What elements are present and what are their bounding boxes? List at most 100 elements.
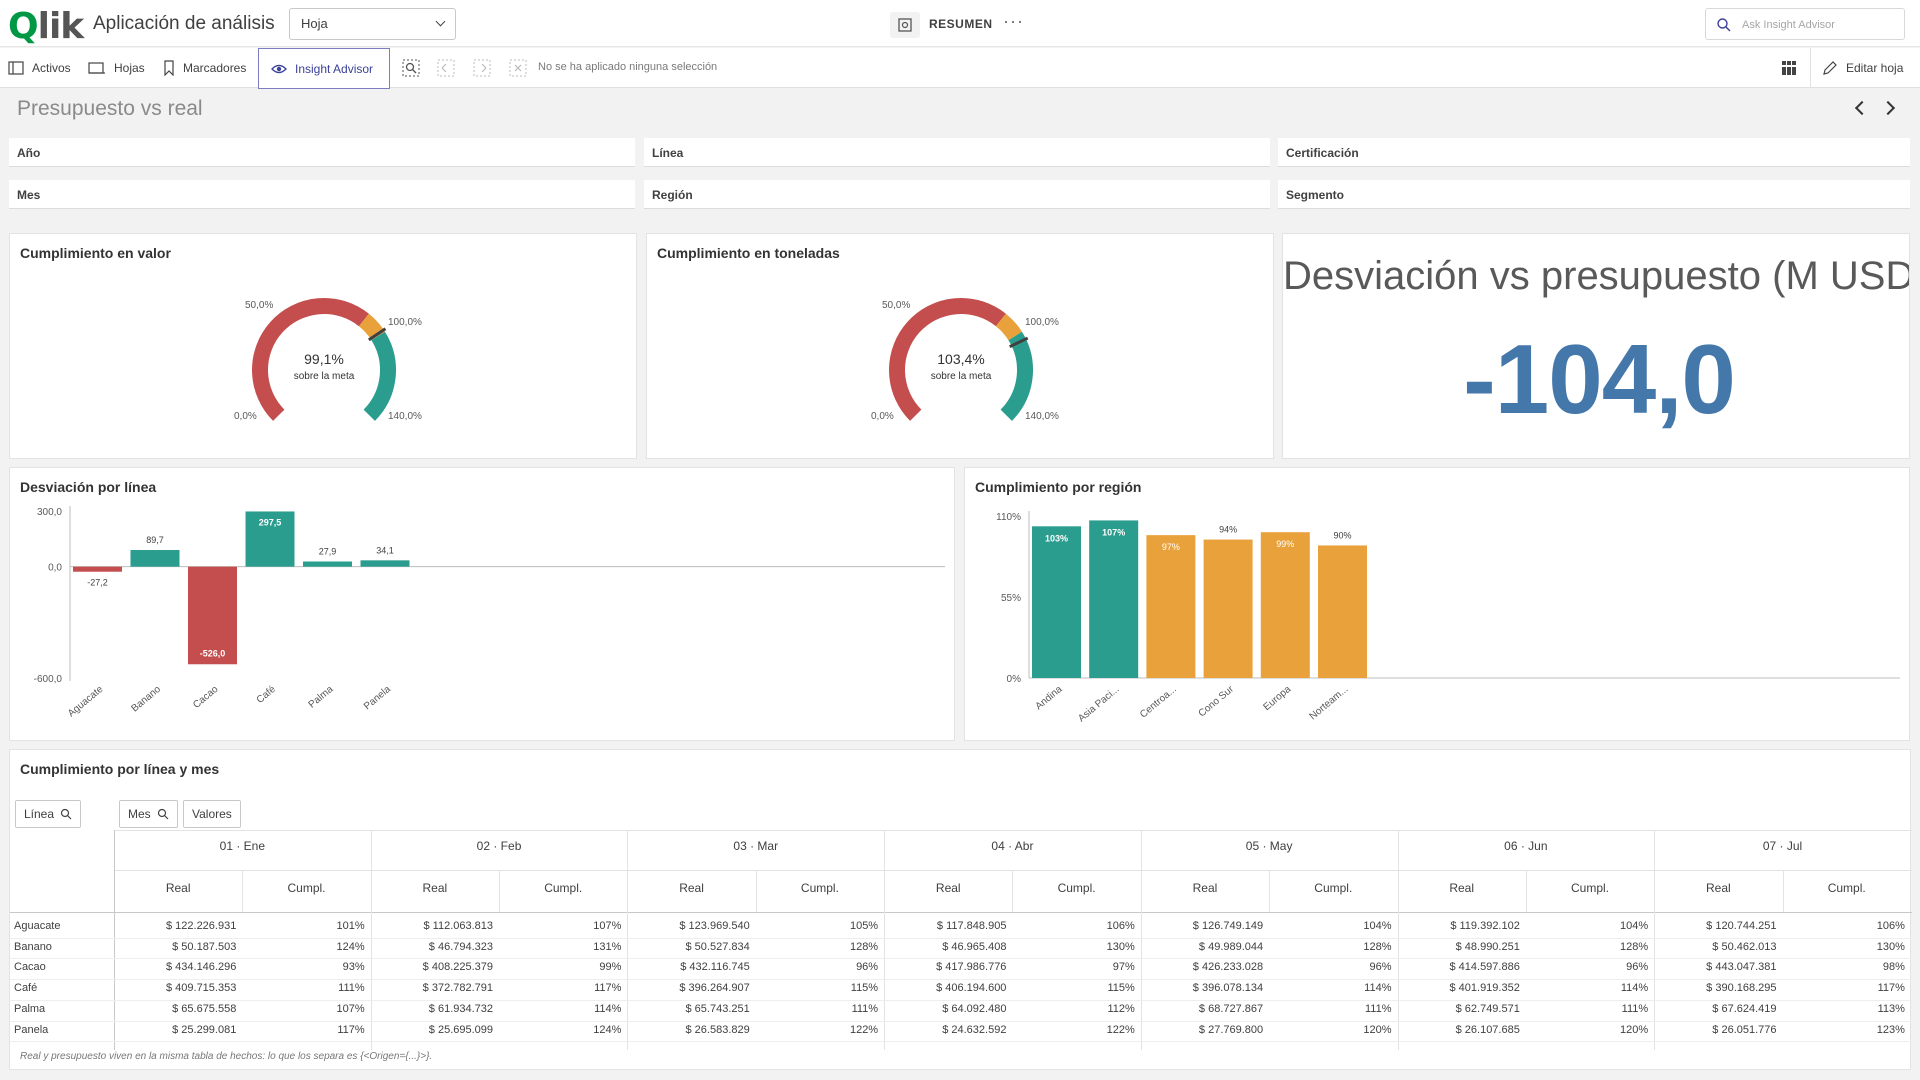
chart-card-region[interactable]: Cumplimiento por región 110% 55% 0% 103% And… xyxy=(964,467,1910,741)
bar-panela xyxy=(360,560,410,567)
x-tick-label: Aguacate xyxy=(66,684,106,720)
chevron-down-icon xyxy=(435,16,446,27)
bar-café xyxy=(245,511,295,567)
cell-real: $ 46.965.408 xyxy=(942,940,1007,953)
valores-button[interactable]: Valores xyxy=(183,800,241,828)
x-tick-label: Cono Sur xyxy=(1197,683,1237,719)
cell-real: $ 50.462.013 xyxy=(1712,940,1777,953)
gauge-value: 99,1% xyxy=(304,351,344,367)
previous-sheet-icon[interactable] xyxy=(1854,100,1870,116)
month-divider xyxy=(370,830,372,1050)
more-options-icon[interactable]: ··· xyxy=(1003,11,1024,31)
top-bar: Qlik Aplicación de análisis Hoja RESUMEN… xyxy=(0,0,1920,47)
subcol-divider xyxy=(499,870,501,912)
row-divider xyxy=(10,999,1912,1001)
filter-segmento[interactable]: Segmento xyxy=(1278,180,1910,209)
gauge-svg xyxy=(889,298,1033,421)
row-label: Panela xyxy=(14,1023,49,1036)
cell-cumpl: 111% xyxy=(338,982,365,995)
region-bar-chart: 110% 55% 0% 103% Andina 107% Asia Paci... 97% Ce… xyxy=(996,511,1900,724)
cell-real: $ 50.187.503 xyxy=(172,940,237,953)
hojas-button[interactable]: Hojas xyxy=(88,48,145,87)
cell-real: $ 401.919.352 xyxy=(1449,982,1520,995)
table-title: Cumplimiento por línea y mes xyxy=(20,761,220,777)
kpi-card[interactable]: Desviación vs presupuesto (M USD) -104,0 xyxy=(1282,233,1910,459)
smart-search-icon[interactable] xyxy=(402,59,420,77)
data-label: 99% xyxy=(1276,539,1294,549)
cell-cumpl: 96% xyxy=(1626,961,1649,974)
column-header-real: Real xyxy=(679,881,704,895)
cell-real: $ 48.990.251 xyxy=(1455,940,1520,953)
qlik-logo[interactable]: Qlik xyxy=(8,6,84,47)
column-header-cumpl: Cumpl. xyxy=(287,881,326,895)
filter-region[interactable]: Región xyxy=(644,180,1270,209)
gauge-label-max: 140,0% xyxy=(388,411,422,422)
x-tick-label: Banano xyxy=(129,684,163,715)
edit-sheet-button[interactable]: Editar hoja xyxy=(1822,60,1903,76)
cell-cumpl: 114% xyxy=(594,1002,622,1015)
cell-real: $ 123.969.540 xyxy=(679,920,750,932)
filter-ano[interactable]: Año xyxy=(9,138,635,167)
bar-region xyxy=(1260,532,1310,678)
selection-status: No se ha aplicado ninguna selección xyxy=(538,61,718,73)
insight-advisor-button[interactable]: Insight Advisor xyxy=(258,48,390,89)
gauge-card-toneladas[interactable]: Cumplimiento en toneladas 103,4% sobre l… xyxy=(646,233,1274,459)
gauge-segment-red xyxy=(252,298,369,421)
cell-cumpl: 124% xyxy=(593,1023,622,1036)
sheet-dropdown[interactable]: Hoja xyxy=(289,8,456,40)
cell-real: $ 390.168.295 xyxy=(1706,982,1777,995)
cell-cumpl: 106% xyxy=(1106,920,1135,932)
subcol-divider xyxy=(1525,870,1527,912)
data-label: -526,0 xyxy=(200,648,226,658)
filter-certificacion[interactable]: Certificación xyxy=(1278,138,1910,167)
dimension-linea-button[interactable]: Línea xyxy=(15,800,82,828)
bar-region xyxy=(1032,526,1081,678)
row-label: Aguacate xyxy=(14,920,61,932)
y-tick-label: 55% xyxy=(1001,593,1021,604)
next-sheet-icon[interactable] xyxy=(1880,100,1896,116)
cell-cumpl: 101% xyxy=(336,920,365,932)
cell-cumpl: 128% xyxy=(1620,940,1649,953)
chart-card-desviacion[interactable]: Desviación por línea 300,0 0,0 -600,0 -27,2… xyxy=(9,467,955,741)
cell-real: $ 408.225.379 xyxy=(422,961,494,974)
gauge-label-min: 0,0% xyxy=(234,411,257,422)
cell-cumpl: 128% xyxy=(1363,940,1392,953)
dimension-mes-button[interactable]: Mes xyxy=(119,800,178,828)
gauge-svg xyxy=(252,298,396,421)
column-header-real: Real xyxy=(1192,881,1218,895)
search-icon xyxy=(60,808,72,820)
month-divider xyxy=(1654,830,1656,1050)
activos-button[interactable]: Activos xyxy=(8,48,71,87)
data-label: 103% xyxy=(1045,533,1068,543)
gauge-label-50: 50,0% xyxy=(882,300,911,311)
pivot-table-card[interactable]: Cumplimiento por línea y mes Línea Mes V… xyxy=(9,749,1912,1070)
filter-linea[interactable]: Línea xyxy=(644,138,1270,167)
summary-icon[interactable] xyxy=(890,12,920,38)
ask-insight-advisor-input[interactable]: Ask Insight Advisor xyxy=(1705,8,1905,40)
grid-view-icon[interactable] xyxy=(1781,60,1797,76)
cell-real: $ 396.078.134 xyxy=(1192,982,1264,995)
step-back-icon[interactable] xyxy=(437,59,455,77)
subcol-divider xyxy=(1782,870,1784,912)
gauge-card-valor[interactable]: Cumplimiento en valor 99,1% sobre la met… xyxy=(9,233,637,459)
dimension-mes-label: Mes xyxy=(128,807,151,821)
deviation-bar-chart: 300,0 0,0 -600,0 -27,2 Aguacate 89,7 Banano -52… xyxy=(34,506,945,720)
gauge-label-max: 140,0% xyxy=(1025,411,1059,422)
y-tick-label: 0,0 xyxy=(48,563,62,574)
gauge-value: 103,4% xyxy=(937,351,985,367)
cell-cumpl: 120% xyxy=(1620,1023,1649,1036)
summary-label[interactable]: RESUMEN xyxy=(929,17,993,31)
cell-real: $ 122.226.931 xyxy=(165,920,237,932)
gauge-title: Cumplimiento en valor xyxy=(20,245,171,261)
subcol-divider xyxy=(242,870,244,912)
edit-sheet-label: Editar hoja xyxy=(1846,61,1904,75)
row-divider xyxy=(10,1041,1912,1043)
step-forward-icon[interactable] xyxy=(473,59,491,77)
cell-cumpl: 131% xyxy=(593,940,622,953)
clear-selections-icon[interactable] xyxy=(509,59,527,77)
month-header: 01 · Ene xyxy=(219,839,266,853)
column-header-real: Real xyxy=(422,881,448,895)
filter-mes[interactable]: Mes xyxy=(9,180,635,209)
gauge-segment-orange xyxy=(358,313,385,341)
marcadores-button[interactable]: Marcadores xyxy=(163,48,246,87)
